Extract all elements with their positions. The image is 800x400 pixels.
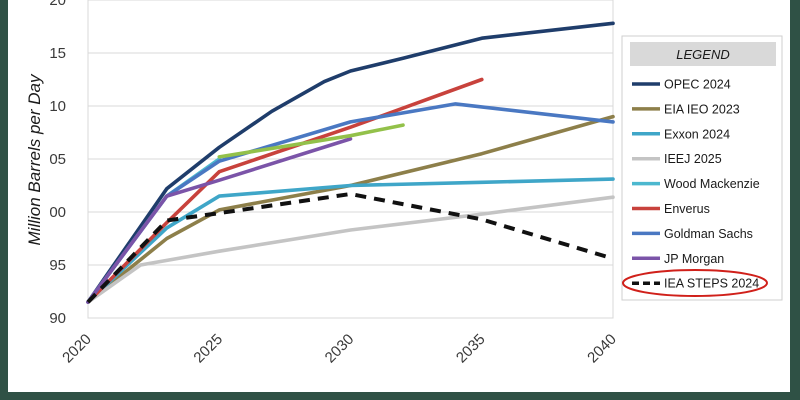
legend-items: OPEC 2024 EIA IEO 2023 Exxon 2024 IEEJ 2025…	[632, 78, 760, 291]
series-line-ieej-2025	[86, 195, 615, 304]
series-line-unlabeled-8	[217, 123, 405, 159]
y-tick-label: 05	[49, 151, 66, 168]
y-tick-label: 90	[49, 310, 66, 327]
y-tick-label: 95	[49, 257, 66, 274]
legend-label: Enverus	[664, 202, 710, 216]
legend-label: IEA STEPS 2024	[664, 277, 759, 291]
y-tick-label: 20	[49, 0, 66, 9]
legend-label: Exxon 2024	[664, 127, 730, 141]
y-axis-ticks: 90 95 00 05 10 15 20	[49, 0, 66, 327]
legend-item: Exxon 2024	[632, 127, 730, 141]
legend-item: IEA STEPS 2024	[632, 277, 759, 291]
y-axis-title: Million Barrels per Day	[25, 73, 44, 245]
series-line-exxon-2024	[86, 177, 615, 304]
series-line-iea-steps-2024	[86, 192, 614, 304]
legend-item: JP Morgan	[632, 252, 724, 266]
series-line-opec-2024	[86, 21, 615, 304]
legend-item: Goldman Sachs	[632, 227, 753, 241]
series-line-jp-morgan	[86, 137, 353, 304]
legend-label: OPEC 2024	[664, 78, 731, 92]
series-line-enverus	[86, 77, 484, 304]
series-line-eia-ieo-2023	[86, 114, 615, 304]
legend-item: EIA IEO 2023	[632, 102, 740, 116]
legend-label: EIA IEO 2023	[664, 102, 740, 116]
y-tick-label: 00	[49, 204, 66, 221]
series-layer	[86, 21, 615, 304]
legend-header	[630, 42, 776, 66]
legend-item: IEEJ 2025	[632, 152, 722, 166]
legend-label: IEEJ 2025	[664, 152, 722, 166]
legend-item: Wood Mackenzie	[632, 177, 760, 191]
legend-highlight-circle	[622, 269, 768, 297]
legend-item: Enverus	[632, 202, 710, 216]
grid-layer	[88, 0, 613, 266]
y-tick-label: 10	[49, 98, 66, 115]
legend-box	[621, 35, 783, 301]
legend: LEGEND OPEC 2024 EIA IEO 2023 Exxon 2024 IE…	[621, 35, 783, 301]
legend-label: JP Morgan	[664, 252, 724, 266]
legend-label: Wood Mackenzie	[664, 177, 760, 191]
legend-item: OPEC 2024	[632, 78, 731, 92]
y-tick-label: 15	[49, 45, 66, 62]
legend-label: Goldman Sachs	[664, 227, 753, 241]
legend-title: LEGEND	[676, 47, 729, 62]
